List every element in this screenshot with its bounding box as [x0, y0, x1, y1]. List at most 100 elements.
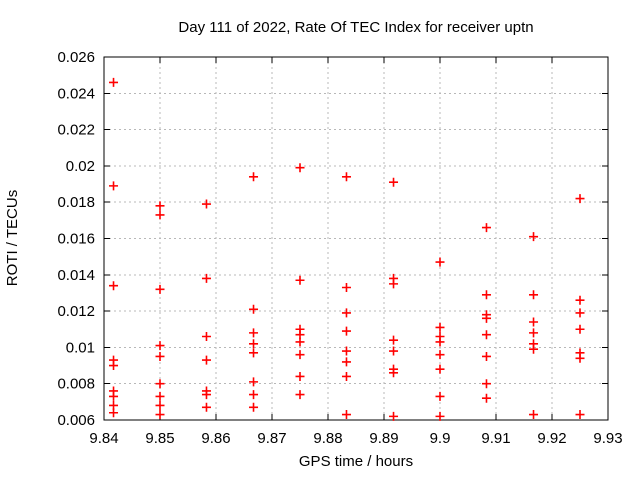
y-tick-label: 0.012 — [57, 303, 95, 320]
data-point — [109, 281, 119, 291]
data-point — [341, 326, 351, 336]
data-point — [249, 390, 259, 400]
data-point — [155, 410, 165, 420]
data-point — [389, 368, 399, 378]
data-point — [295, 371, 305, 381]
data-point — [155, 210, 165, 220]
x-tick-label: 9.92 — [537, 430, 566, 447]
data-point — [249, 172, 259, 182]
data-point — [155, 400, 165, 410]
data-point — [201, 332, 211, 342]
data-point — [249, 328, 259, 338]
y-tick-label: 0.014 — [57, 267, 95, 284]
data-point — [389, 177, 399, 187]
data-point — [529, 410, 539, 420]
y-tick-label: 0.006 — [57, 412, 95, 429]
data-point — [155, 284, 165, 294]
x-tick-label: 9.93 — [593, 430, 622, 447]
data-points — [109, 77, 585, 421]
data-point — [295, 350, 305, 360]
data-point — [575, 308, 585, 318]
grid-lines — [104, 57, 608, 420]
data-point — [201, 390, 211, 400]
data-point — [529, 290, 539, 300]
data-point — [109, 181, 119, 191]
data-point — [481, 313, 491, 323]
data-point — [389, 346, 399, 356]
data-point — [295, 163, 305, 173]
x-tick-label: 9.85 — [145, 430, 174, 447]
data-point — [249, 304, 259, 314]
data-point — [389, 411, 399, 421]
data-point — [575, 194, 585, 204]
data-point — [249, 348, 259, 358]
data-point — [155, 351, 165, 361]
data-point — [249, 402, 259, 412]
data-point — [435, 337, 445, 347]
data-point — [249, 339, 259, 349]
y-tick-label: 0.016 — [57, 231, 95, 248]
data-point — [529, 328, 539, 338]
data-point — [341, 283, 351, 293]
y-tick-label: 0.02 — [66, 158, 95, 175]
data-point — [155, 391, 165, 401]
y-tick-label: 0.022 — [57, 122, 95, 139]
data-point — [529, 232, 539, 242]
data-point — [341, 410, 351, 420]
x-tick-label: 9.91 — [481, 430, 510, 447]
data-point — [481, 393, 491, 403]
x-tick-label: 9.84 — [89, 430, 118, 447]
chart-title: Day 111 of 2022, Rate Of TEC Index for r… — [178, 19, 533, 36]
data-point — [341, 308, 351, 318]
data-point — [481, 330, 491, 340]
data-point — [201, 273, 211, 283]
data-point — [529, 317, 539, 327]
x-tick-label: 9.89 — [369, 430, 398, 447]
data-point — [575, 324, 585, 334]
data-point — [389, 279, 399, 289]
data-point — [481, 290, 491, 300]
data-point — [295, 275, 305, 285]
y-tick-label: 0.018 — [57, 194, 95, 211]
plot-frame — [103, 56, 609, 421]
data-point — [389, 335, 399, 345]
y-tick-label: 0.008 — [57, 376, 95, 393]
data-point — [575, 410, 585, 420]
data-point — [341, 357, 351, 367]
y-axis-label: ROTI / TECUs — [4, 190, 21, 286]
data-point — [481, 223, 491, 233]
data-point — [435, 257, 445, 267]
data-point — [435, 350, 445, 360]
y-tick-label: 0.01 — [66, 339, 95, 356]
data-point — [295, 390, 305, 400]
data-point — [341, 371, 351, 381]
x-tick-label: 9.9 — [430, 430, 451, 447]
data-point — [201, 355, 211, 365]
data-point — [529, 344, 539, 354]
data-point — [295, 337, 305, 347]
data-point — [201, 402, 211, 412]
x-axis-label: GPS time / hours — [299, 453, 413, 470]
data-point — [341, 346, 351, 356]
data-point — [249, 377, 259, 387]
tick-labels: 9.84 9.85 9.86 9.87 9.88 9.89 9.9 9.91 9.92 9.93 0… — [57, 49, 622, 447]
data-point — [109, 77, 119, 87]
x-tick-label: 9.87 — [257, 430, 286, 447]
data-point — [341, 172, 351, 182]
data-point — [435, 391, 445, 401]
data-point — [155, 341, 165, 351]
data-point — [575, 353, 585, 363]
data-point — [109, 391, 119, 401]
data-point — [481, 379, 491, 389]
data-point — [481, 351, 491, 361]
data-point — [109, 361, 119, 371]
data-point — [435, 322, 445, 332]
y-tick-label: 0.026 — [57, 49, 95, 66]
x-tick-label: 9.88 — [313, 430, 342, 447]
data-point — [435, 364, 445, 374]
data-point — [575, 295, 585, 305]
data-point — [109, 408, 119, 418]
data-point — [435, 411, 445, 421]
x-tick-label: 9.86 — [201, 430, 230, 447]
